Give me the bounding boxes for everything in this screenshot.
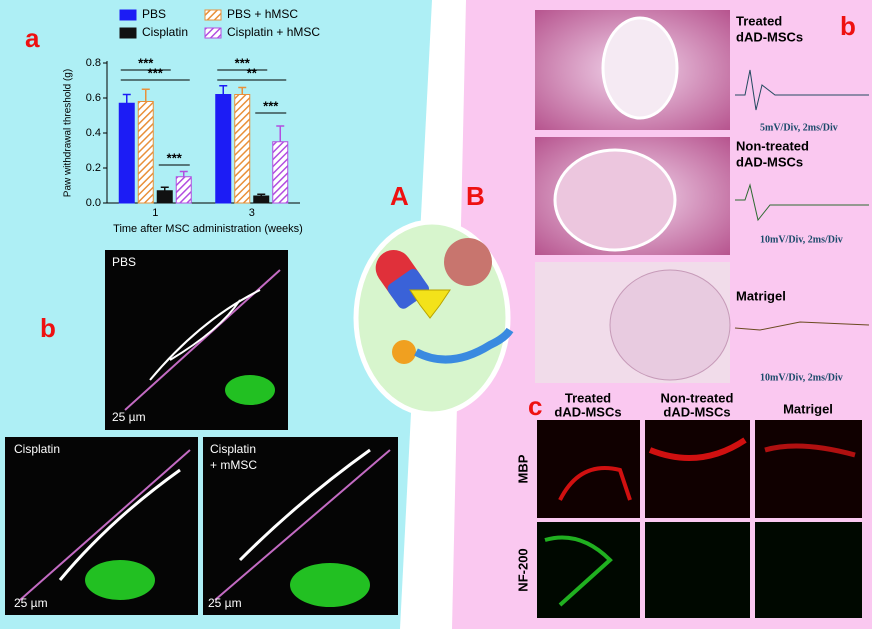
panel-label: a — [25, 23, 40, 53]
bar — [137, 101, 154, 204]
legend-swatch — [204, 27, 222, 39]
bar — [253, 195, 270, 204]
row-label: dAD-MSCs — [736, 29, 803, 44]
image-label: PBS — [112, 255, 136, 269]
significance-label: ** — [247, 65, 258, 80]
legend-swatch — [119, 9, 137, 21]
significance-label: *** — [235, 55, 251, 70]
panel-label: b — [840, 11, 856, 41]
panel-label: B — [466, 181, 485, 211]
y-axis-label: Paw withdrawal threshold (g) — [63, 69, 74, 197]
trace-scale: 5mV/Div, 2ms/Div — [760, 122, 838, 133]
y-tick-label: 0.2 — [86, 162, 101, 174]
legend-label: Cisplatin + hMSC — [227, 25, 320, 39]
bar-chart: 0.0 0.2 0.4 0.6 0.8 Paw withdrawal threshold … — [63, 7, 321, 235]
micrographs — [5, 250, 398, 615]
significance-label: *** — [167, 150, 183, 165]
row-label: dAD-MSCs — [736, 154, 803, 169]
error-bar — [122, 93, 131, 104]
legend-label: PBS — [142, 7, 166, 21]
center-icons — [375, 238, 514, 364]
bar — [118, 102, 135, 204]
column-label: Non-treated — [661, 390, 734, 405]
column-label: dAD-MSCs — [554, 404, 621, 419]
panel-label: b — [40, 313, 56, 343]
scale-label: 25 µm — [14, 596, 48, 610]
y-tick-label: 0.4 — [86, 127, 101, 139]
error-bar — [179, 170, 188, 177]
bar — [272, 141, 289, 204]
error-bar — [257, 193, 266, 196]
significance-label: *** — [263, 98, 279, 113]
column-label: dAD-MSCs — [663, 404, 730, 419]
y-tick-label: 0.0 — [86, 197, 101, 209]
panel-label: c — [528, 391, 542, 421]
trace-scale: 10mV/Div, 2ms/Div — [760, 234, 843, 245]
row-label: NF-200 — [515, 548, 530, 591]
image-label: Cisplatin — [210, 442, 256, 456]
bar — [215, 94, 232, 204]
scale-label: 25 µm — [208, 596, 242, 610]
bar — [175, 176, 192, 204]
x-axis-label: Time after MSC administration (weeks) — [113, 223, 303, 235]
legend-label: PBS + hMSC — [227, 7, 298, 21]
bar — [234, 94, 251, 204]
image-label: + mMSC — [210, 458, 257, 472]
significance-label: *** — [148, 65, 164, 80]
row-label: Matrigel — [736, 288, 786, 303]
panel-label: A — [390, 181, 409, 211]
column-label: Matrigel — [783, 401, 833, 416]
error-bar — [160, 186, 169, 191]
error-bar — [141, 88, 150, 102]
x-tick-label: 3 — [249, 207, 255, 219]
histology — [535, 10, 870, 383]
legend-swatch — [204, 9, 222, 21]
significance-label: *** — [138, 55, 154, 70]
error-bar — [238, 86, 247, 95]
legend-label: Cisplatin — [142, 25, 188, 39]
row-label: Treated — [736, 13, 782, 28]
staining — [537, 420, 862, 618]
y-tick-label: 0.6 — [86, 92, 101, 104]
scale-label: 25 µm — [112, 410, 146, 424]
x-tick-label: 1 — [152, 207, 158, 219]
image-label: Cisplatin — [14, 442, 60, 456]
row-label: MBP — [515, 454, 530, 483]
error-bar — [276, 125, 285, 142]
column-label: Treated — [565, 390, 611, 405]
error-bar — [219, 85, 228, 95]
row-label: Non-treated — [736, 138, 809, 153]
trace-scale: 10mV/Div, 2ms/Div — [760, 372, 843, 383]
legend-swatch — [119, 27, 137, 39]
y-tick-label: 0.8 — [86, 57, 101, 69]
bar — [156, 190, 173, 204]
